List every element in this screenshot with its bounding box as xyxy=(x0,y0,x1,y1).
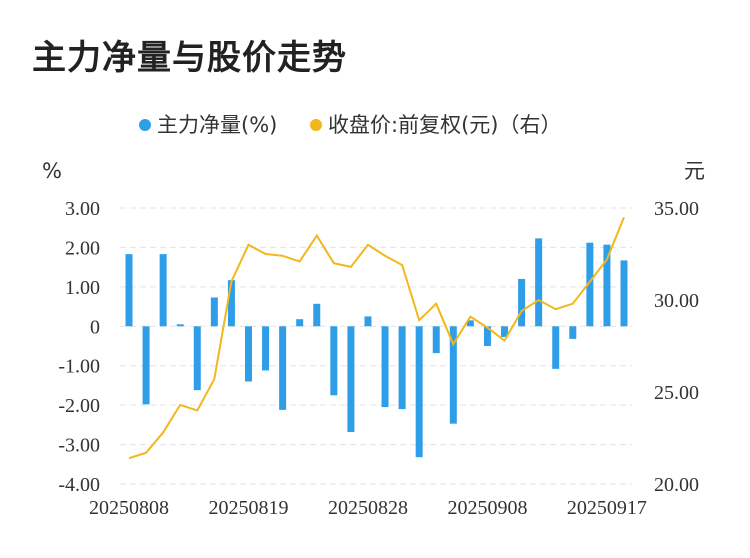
net-volume-bar xyxy=(210,297,218,327)
x-axis-ticks: 20250808 20250819 20250828 20250908 20250917 xyxy=(89,497,647,519)
right-tick-label: 35.00 xyxy=(654,198,699,220)
net-volume-bar xyxy=(262,326,270,371)
left-tick-label: 2.00 xyxy=(65,237,100,259)
left-axis-ticks: 3.00 2.00 1.00 0 -1.00 -2.00 -3.00 -4.00 xyxy=(58,198,100,496)
chart-title: 主力净量与股价走势 xyxy=(32,38,347,78)
legend-label-net-volume: 主力净量(%) xyxy=(157,113,277,137)
net-volume-bar xyxy=(552,326,560,369)
net-volume-bar xyxy=(296,319,304,327)
net-volume-bar xyxy=(620,260,628,327)
gridlines xyxy=(120,207,632,485)
net-volume-bar xyxy=(193,326,201,391)
right-axis-ticks: 35.00 30.00 25.00 20.00 xyxy=(654,198,699,496)
left-tick-label: -1.00 xyxy=(58,356,100,378)
left-tick-label: 3.00 xyxy=(65,198,100,220)
net-volume-bar xyxy=(313,303,321,327)
net-volume-bar xyxy=(432,326,440,354)
net-volume-bar xyxy=(279,326,287,410)
chart-legend: 主力净量(%) 收盘价:前复权(元)（右） xyxy=(139,113,561,137)
net-volume-bar xyxy=(398,326,406,410)
legend-marker-net-volume xyxy=(139,119,151,131)
net-volume-bar xyxy=(244,326,252,382)
net-volume-bar xyxy=(415,326,423,458)
left-axis-unit: % xyxy=(42,159,62,183)
x-tick-label: 20250828 xyxy=(328,497,408,519)
net-volume-bar xyxy=(466,320,474,327)
net-volume-bar xyxy=(586,242,594,327)
net-volume-bar xyxy=(569,326,577,339)
left-tick-label: -2.00 xyxy=(58,395,100,417)
legend-marker-close-price xyxy=(310,119,322,131)
right-axis-unit: 元 xyxy=(684,159,705,183)
left-tick-label: -4.00 xyxy=(58,474,100,496)
net-volume-bar xyxy=(381,326,389,408)
right-tick-label: 20.00 xyxy=(654,474,699,496)
net-volume-bar xyxy=(483,326,491,346)
net-volume-bar xyxy=(518,278,526,327)
left-tick-label: -3.00 xyxy=(58,435,100,457)
net-volume-bar xyxy=(603,244,611,327)
close-price-line xyxy=(128,216,625,460)
left-tick-label: 0 xyxy=(90,316,100,338)
net-volume-bar xyxy=(535,238,543,327)
x-tick-label: 20250808 xyxy=(89,497,169,519)
right-tick-label: 25.00 xyxy=(654,382,699,404)
net-volume-bar xyxy=(364,316,372,327)
x-tick-label: 20250908 xyxy=(447,497,527,519)
net-volume-bar xyxy=(501,326,509,337)
net-volume-bar xyxy=(125,254,133,327)
net-volume-bar xyxy=(449,326,457,424)
left-tick-label: 1.00 xyxy=(65,277,100,299)
net-volume-bar xyxy=(176,324,184,327)
net-volume-bar xyxy=(330,326,338,396)
x-tick-label: 20250819 xyxy=(208,497,288,519)
net-volume-bar xyxy=(347,326,355,432)
legend-label-close-price: 收盘价:前复权(元)（右） xyxy=(328,113,561,137)
net-volume-bar xyxy=(159,254,167,327)
right-tick-label: 30.00 xyxy=(654,290,699,312)
x-tick-label: 20250917 xyxy=(567,497,647,519)
net-volume-bars xyxy=(125,238,628,458)
net-volume-bar xyxy=(142,326,150,405)
net-volume-bar xyxy=(227,280,235,327)
